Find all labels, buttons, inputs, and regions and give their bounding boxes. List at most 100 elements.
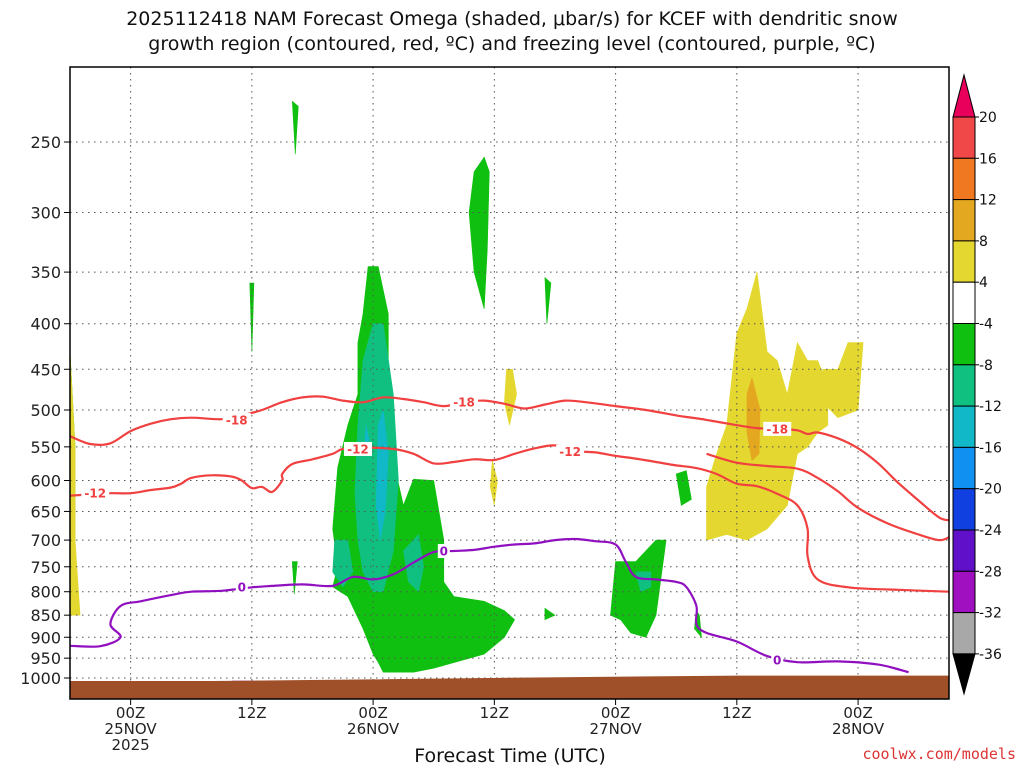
colorbar-box — [952, 116, 976, 159]
y-tick-label: 700 — [30, 531, 61, 550]
x-tick-label: 00Z — [116, 704, 145, 722]
terrain — [70, 675, 949, 699]
colorbar-label: -8 — [979, 358, 993, 374]
x-tick-label: 28NOV — [832, 720, 885, 738]
colorbar-box — [952, 446, 976, 490]
colorbar-box — [952, 199, 976, 242]
x-axis-label: Forecast Time (UTC) — [414, 745, 606, 767]
omega-region-4 — [504, 368, 517, 426]
colorbar-box — [952, 281, 976, 325]
y-tick-label: 950 — [30, 649, 61, 668]
contour-label-bg — [556, 444, 585, 459]
colorbar-box — [952, 405, 976, 448]
colorbar-box — [952, 529, 976, 572]
colorbar-box — [952, 157, 976, 201]
colorbar-box — [952, 240, 976, 283]
chart-title-line-2: growth region (contoured, red, ºC) and f… — [148, 33, 876, 55]
contour-line-3 — [70, 537, 909, 674]
y-tick-label: 650 — [30, 502, 61, 521]
colorbar-top-arrow — [952, 73, 976, 118]
colorbar-bottom-arrow — [952, 653, 976, 696]
x-tick-label: 26NOV — [347, 720, 400, 738]
omega-region--4 — [544, 607, 556, 621]
colorbar-label: 12 — [979, 193, 997, 209]
y-tick-label: 750 — [30, 558, 61, 577]
colorbar-label: 20 — [979, 110, 997, 126]
x-tick-label: 2025 — [112, 736, 150, 754]
contour-label-bg — [81, 486, 110, 501]
colorbar-label: -24 — [979, 523, 1002, 539]
omega-region--4 — [544, 276, 552, 324]
contour-label: -18 — [453, 396, 475, 410]
colorbar-label: 8 — [979, 234, 988, 250]
colorbar-box — [952, 323, 976, 366]
contour-label: -12 — [347, 442, 369, 456]
contour-label: -12 — [559, 445, 581, 459]
y-tick-label: 450 — [30, 360, 61, 379]
y-tick-label: 350 — [30, 263, 61, 282]
contour-label-bg — [437, 543, 450, 558]
omega-region-4 — [822, 342, 864, 419]
contour-label-bg — [235, 579, 248, 594]
colorbar-label: 16 — [979, 151, 997, 167]
omega-region-8 — [746, 376, 761, 462]
contour-label-bg — [343, 441, 372, 456]
colorbar-label: -20 — [979, 482, 1002, 498]
omega-region--4 — [291, 561, 298, 595]
colorbar-box — [952, 364, 976, 407]
contour-label: -18 — [766, 422, 788, 436]
contour-line-2 — [706, 452, 949, 542]
y-tick-label: 500 — [30, 401, 61, 420]
colorbar-label: -28 — [979, 564, 1002, 580]
contour-label-bg — [450, 395, 479, 410]
x-tick-label: 25NOV — [105, 720, 158, 738]
colorbar-box — [952, 570, 976, 614]
omega-region--4 — [468, 156, 490, 309]
omega-region--4 — [610, 539, 667, 638]
colorbar-label: 4 — [979, 275, 988, 291]
y-tick-label: 850 — [30, 606, 61, 625]
y-tick-label: 250 — [30, 133, 61, 152]
colorbar-label: -32 — [979, 606, 1002, 622]
contour-line-0 — [70, 395, 949, 522]
y-tick-label: 900 — [30, 628, 61, 647]
colorbar-label: -4 — [979, 317, 993, 333]
omega-region--4 — [675, 470, 692, 506]
x-tick-label: 00Z — [843, 704, 872, 722]
colorbar-label: -36 — [979, 647, 1002, 663]
colorbar-box — [952, 612, 976, 655]
y-tick-label: 300 — [30, 203, 61, 222]
contour-line-1 — [70, 444, 949, 593]
x-tick-label: 12Z — [722, 704, 751, 722]
x-tick-label: 00Z — [358, 704, 387, 722]
y-axis: 250 300 350 400 450 500 550 600 650 700 750 800 850 9… — [20, 133, 70, 688]
contour-label-bg — [222, 412, 251, 427]
colorbar-label: -12 — [979, 399, 1002, 415]
y-tick-label: 400 — [30, 315, 61, 334]
contour-label: 0 — [238, 580, 246, 594]
chart-title-line-1: 2025112418 NAM Forecast Omega (shaded, μ… — [126, 8, 898, 30]
contour-label: 0 — [773, 654, 781, 668]
colorbar-label: -16 — [979, 440, 1002, 456]
colorbar: 20 16 12 8 4 -4 -8 -12 -16 -20 -24 -28 -32 -36 — [952, 73, 1002, 696]
contour-label: -18 — [226, 413, 248, 427]
x-tick-label: 27NOV — [590, 720, 643, 738]
y-tick-label: 1000 — [20, 669, 61, 688]
omega-region--4 — [291, 100, 299, 155]
y-tick-label: 600 — [30, 471, 61, 490]
plot-frame — [69, 66, 950, 700]
terrain-band — [70, 675, 949, 699]
site-credit[interactable]: coolwx.com/models — [862, 745, 1016, 763]
contour-label: -12 — [84, 487, 106, 501]
y-tick-label: 800 — [30, 583, 61, 602]
x-tick-label: 12Z — [480, 704, 509, 722]
omega-region-4 — [70, 351, 81, 616]
omega-shading — [70, 100, 864, 673]
contour-label-bg — [771, 653, 784, 668]
y-tick-label: 550 — [30, 438, 61, 457]
colorbar-box — [952, 488, 976, 531]
x-tick-label: 12Z — [237, 704, 266, 722]
omega-region--8 — [635, 571, 652, 593]
